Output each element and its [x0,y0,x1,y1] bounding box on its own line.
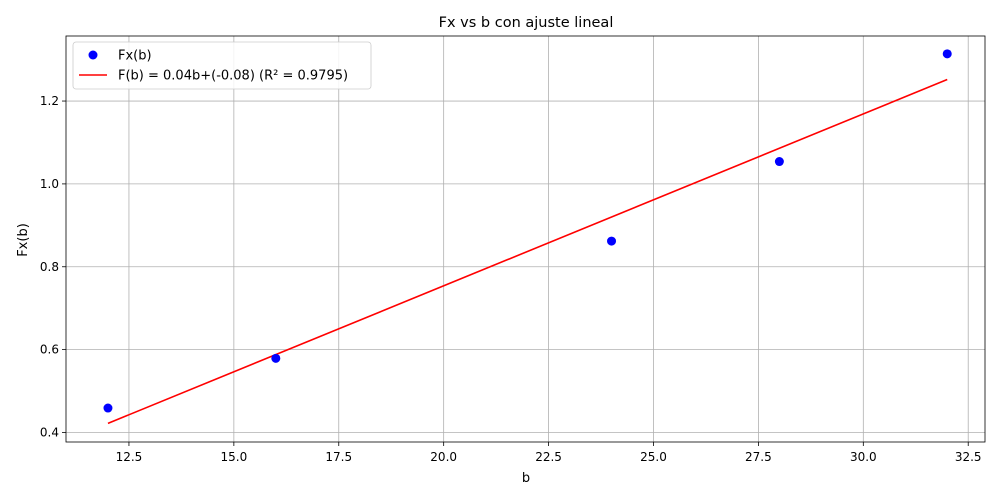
legend: Fx(b) F(b) = 0.04b+(-0.08) (R² = 0.9795) [72,41,372,90]
y-tick-label: 0.6 [40,343,59,357]
y-tick-label: 1.0 [40,177,59,191]
x-tick-label: 12.5 [116,450,143,464]
x-tick-label: 15.0 [220,450,247,464]
data-point [607,236,617,246]
x-tick-label: 27.5 [745,450,772,464]
legend-label: Fx(b) [118,49,152,64]
legend-marker-scatter [88,50,98,60]
fit-line [107,78,948,425]
y-tick-label: 0.4 [40,425,59,439]
y-axis-label: Fx(b) [16,223,31,257]
x-tick-label: 25.0 [640,450,667,464]
plot-area: 12.5 15.0 17.5 20.0 22.5 25.0 27.5 30.0 32.5 0.4 0… [40,35,986,464]
data-point [103,403,113,413]
x-tick-label: 30.0 [850,450,877,464]
x-axis-label: b [522,471,530,486]
data-point [942,49,952,59]
x-tick-label: 32.5 [955,450,982,464]
chart-title: Fx vs b con ajuste lineal [439,15,614,31]
data-point [774,157,784,167]
x-tick-label: 22.5 [535,450,562,464]
x-tick-label: 17.5 [325,450,352,464]
data-point [271,353,281,363]
legend-label: F(b) = 0.04b+(-0.08) (R² = 0.9795) [118,69,348,84]
y-tick-label: 1.2 [40,94,59,108]
y-tick-label: 0.8 [40,260,59,274]
axes-frame [65,35,986,443]
legend-box [72,41,372,90]
x-tick-label: 20.0 [430,450,457,464]
